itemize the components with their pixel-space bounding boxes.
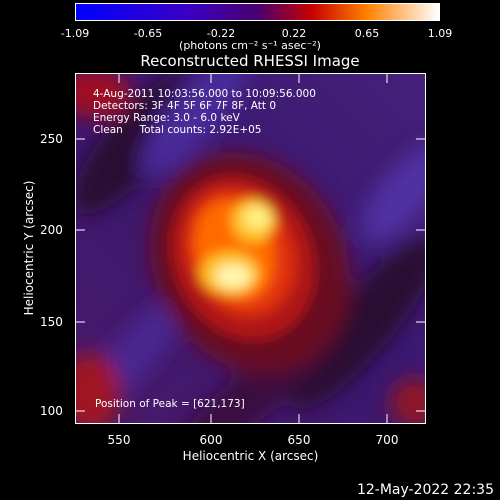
image-title: Reconstructed RHESSI Image	[140, 52, 360, 70]
x-tick: 650	[287, 433, 311, 447]
flare-image	[75, 73, 426, 424]
energy-range: Energy Range: 3.0 - 6.0 keV	[93, 112, 240, 124]
x-axis-label: Heliocentric X (arcsec)	[182, 449, 319, 463]
colorbar	[75, 3, 440, 21]
colorbar-tick: 1.09	[427, 27, 453, 40]
colorbar-tick: 0.65	[354, 27, 380, 40]
colorbar-tick: 0.22	[281, 27, 307, 40]
rhessi-image	[75, 73, 426, 424]
x-tick: 600	[199, 433, 223, 447]
y-axis-label: Heliocentric Y (arcsec)	[22, 180, 36, 316]
timestamp: 12-May-2022 22:35	[356, 482, 494, 498]
y-tick: 100	[40, 404, 63, 418]
y-tick: 200	[40, 223, 63, 237]
x-tick: 700	[375, 433, 399, 447]
y-tick: 250	[40, 132, 63, 146]
x-tick: 550	[107, 433, 131, 447]
y-tick: 150	[40, 315, 63, 329]
colorbar-tick: -0.22	[206, 27, 236, 40]
detectors: Detectors: 3F 4F 5F 6F 7F 8F, Att 0	[93, 100, 277, 112]
time-range: 4-Aug-2011 10:03:56.000 to 10:09:56.000	[93, 88, 316, 100]
colorbar-tick: -0.65	[133, 27, 163, 40]
peak-position: Position of Peak = [621,173]	[95, 398, 245, 410]
colorbar-units: (photons cm⁻² s⁻¹ asec⁻²)	[179, 39, 321, 52]
clean-counts: Clean Total counts: 2.92E+05	[93, 124, 262, 136]
colorbar-tick: -1.09	[60, 27, 90, 40]
